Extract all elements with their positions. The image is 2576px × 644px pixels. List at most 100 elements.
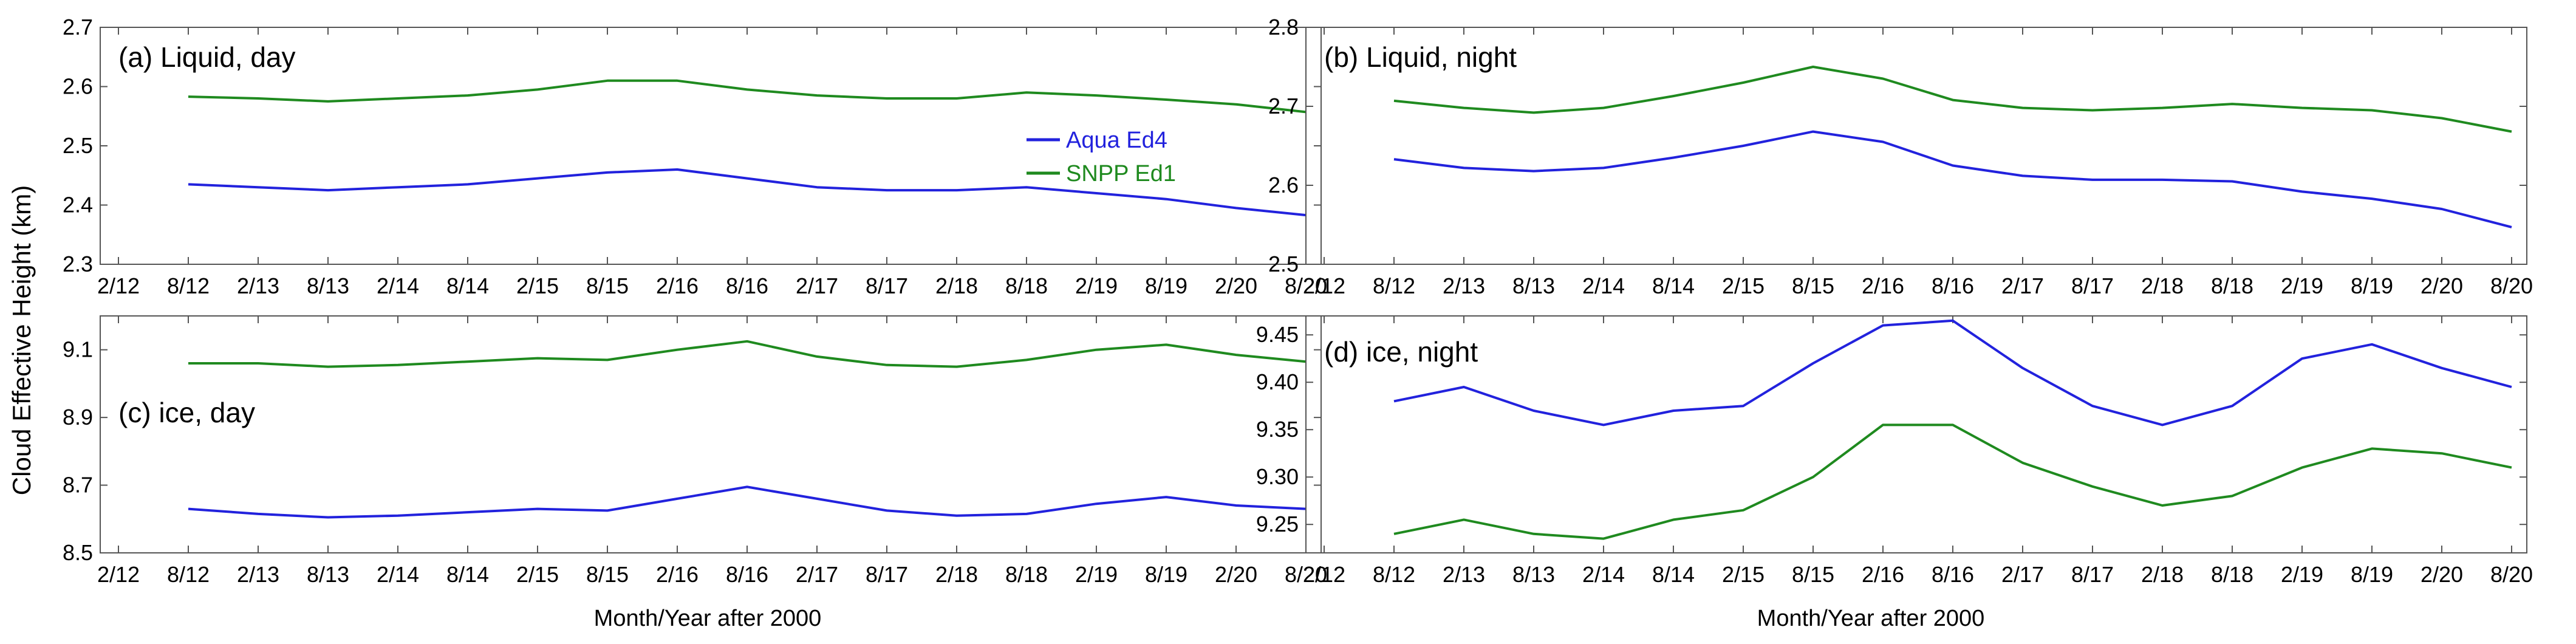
x-tick-label: 2/19 [2281, 273, 2323, 298]
x-tick-label: 8/16 [1932, 562, 1974, 587]
x-tick-label: 8/18 [2211, 273, 2253, 298]
x-tick-label: 2/15 [516, 562, 559, 587]
x-tick-label: 8/14 [446, 273, 489, 298]
x-tick-label: 2/17 [796, 273, 838, 298]
x-tick-label: 2/16 [656, 273, 699, 298]
x-tick-label: 2/19 [1075, 562, 1118, 587]
legend-label: Aqua Ed4 [1066, 128, 1167, 153]
panel-3: 9.1 8.9 8.7 8.52/12 8/12 2/13 8/13 2/14 8/14 2/15… [63, 315, 1327, 587]
x-tick-label: 2/13 [1443, 273, 1485, 298]
x-tick-label: 2/15 [1722, 562, 1765, 587]
x-tick-label: 8/12 [1373, 273, 1415, 298]
series-line-aqua-ed4 [188, 168, 1307, 217]
x-tick-label: 8/13 [307, 273, 349, 298]
plot-frame [1305, 315, 2527, 553]
x-tick-label: 2/14 [377, 273, 419, 298]
x-tick-label: 2/16 [1862, 273, 1904, 298]
series-line-snpp-ed1 [188, 340, 1307, 368]
x-tick-label: 8/20 [2490, 562, 2533, 587]
y-tick-label: 2.5 [1268, 252, 1299, 276]
panel-4: 9.45 9.40 9.35 9.30 9.25 2/12 8/12 2/13 8/13 2/14… [1256, 315, 2533, 587]
x-tick-label: 8/15 [586, 562, 629, 587]
x-tick-label: 2/18 [935, 562, 978, 587]
y-tick-label: 9.30 [1256, 464, 1299, 489]
x-tick-label: 2/19 [2281, 562, 2323, 587]
x-tick-label: 2/20 [2421, 562, 2463, 587]
x-tick-label: 2/15 [1722, 273, 1765, 298]
y-tick-label: 8.9 [63, 405, 93, 430]
x-tick-label: 2/15 [516, 273, 559, 298]
y-axis-label: Cloud Effective Height (km) [7, 185, 36, 495]
x-tick-label: 2/13 [1443, 562, 1485, 587]
x-tick-label: 8/15 [586, 273, 629, 298]
series-line-aqua-ed4 [188, 485, 1307, 519]
x-tick-label: 2/12 [97, 273, 140, 298]
y-tick-label: 9.45 [1256, 322, 1299, 347]
x-tick-label: 2/18 [935, 273, 978, 298]
legend-label: SNPP Ed1 [1066, 161, 1176, 187]
x-tick-label: 2/19 [1075, 273, 1118, 298]
x-tick-label: 8/14 [1652, 562, 1695, 587]
x-tick-label: 8/13 [1512, 273, 1555, 298]
y-tick-label: 2.7 [1268, 94, 1299, 118]
y-tick-label: 2.3 [63, 252, 93, 276]
y-tick-label: 9.25 [1256, 512, 1299, 536]
x-tick-label: 2/13 [237, 562, 279, 587]
x-tick-label: 8/19 [1145, 562, 1187, 587]
y-tick-label: 8.7 [63, 473, 93, 498]
x-tick-label: 8/12 [167, 273, 210, 298]
x-tick-label: 8/16 [726, 562, 768, 587]
x-tick-label: 8/12 [1373, 562, 1415, 587]
y-tick-label: 8.5 [63, 540, 93, 565]
x-tick-label: 2/12 [1303, 273, 1345, 298]
plot-frame [1305, 27, 2527, 265]
x-tick-label: 2/14 [1582, 273, 1625, 298]
x-tick-label: 8/17 [2071, 562, 2114, 587]
panel-title: (d) ice, night [1324, 336, 1478, 368]
x-axis-label-right: Month/Year after 2000 [1757, 606, 1985, 631]
x-tick-label: 2/20 [1215, 273, 1257, 298]
x-tick-label: 2/18 [2141, 562, 2184, 587]
panel-title: (b) Liquid, night [1324, 41, 1517, 73]
x-tick-label: 8/17 [866, 562, 908, 587]
x-tick-label: 8/13 [1512, 562, 1555, 587]
x-tick-label: 2/13 [237, 273, 279, 298]
x-tick-label: 8/19 [1145, 273, 1187, 298]
y-tick-label: 2.7 [63, 15, 93, 39]
x-tick-label: 2/12 [97, 562, 140, 587]
x-tick-label: 8/12 [167, 562, 210, 587]
x-tick-label: 2/16 [1862, 562, 1904, 587]
x-tick-label: 8/20 [2490, 273, 2533, 298]
x-tick-label: 8/20 [1285, 562, 1327, 587]
panel-1: 2.7 2.6 2.5 2.4 2.32/12 8/12 2/13 8/13 2/14 8/14 2… [63, 15, 1327, 298]
x-tick-label: 8/18 [1005, 562, 1048, 587]
x-tick-label: 2/14 [1582, 562, 1625, 587]
x-tick-label: 8/18 [1005, 273, 1048, 298]
x-tick-label: 2/17 [2001, 273, 2044, 298]
panel-title: (c) ice, day [118, 397, 255, 428]
series-line-aqua-ed4 [1393, 130, 2512, 228]
x-tick-label: 2/20 [2421, 273, 2463, 298]
y-tick-label: 2.8 [1268, 15, 1299, 39]
y-tick-label: 2.6 [1268, 173, 1299, 197]
series-line-aqua-ed4 [1393, 319, 2512, 426]
x-tick-label: 2/14 [377, 562, 419, 587]
y-tick-label: 9.1 [63, 337, 93, 362]
x-tick-label: 8/16 [1932, 273, 1974, 298]
y-tick-label: 2.6 [63, 74, 93, 99]
x-tick-label: 2/17 [796, 562, 838, 587]
x-tick-label: 8/17 [866, 273, 908, 298]
x-tick-label: 2/16 [656, 562, 699, 587]
x-tick-label: 2/20 [1215, 562, 1257, 587]
y-tick-label: 2.5 [63, 133, 93, 158]
x-tick-label: 8/15 [1792, 562, 1834, 587]
x-tick-label: 8/18 [2211, 562, 2253, 587]
x-tick-label: 2/18 [2141, 273, 2184, 298]
x-tick-label: 8/16 [726, 273, 768, 298]
y-tick-label: 9.40 [1256, 369, 1299, 394]
x-tick-label: 8/17 [2071, 273, 2114, 298]
series-line-snpp-ed1 [188, 79, 1307, 114]
x-tick-label: 8/19 [2351, 273, 2393, 298]
plot-frame [100, 315, 1322, 553]
